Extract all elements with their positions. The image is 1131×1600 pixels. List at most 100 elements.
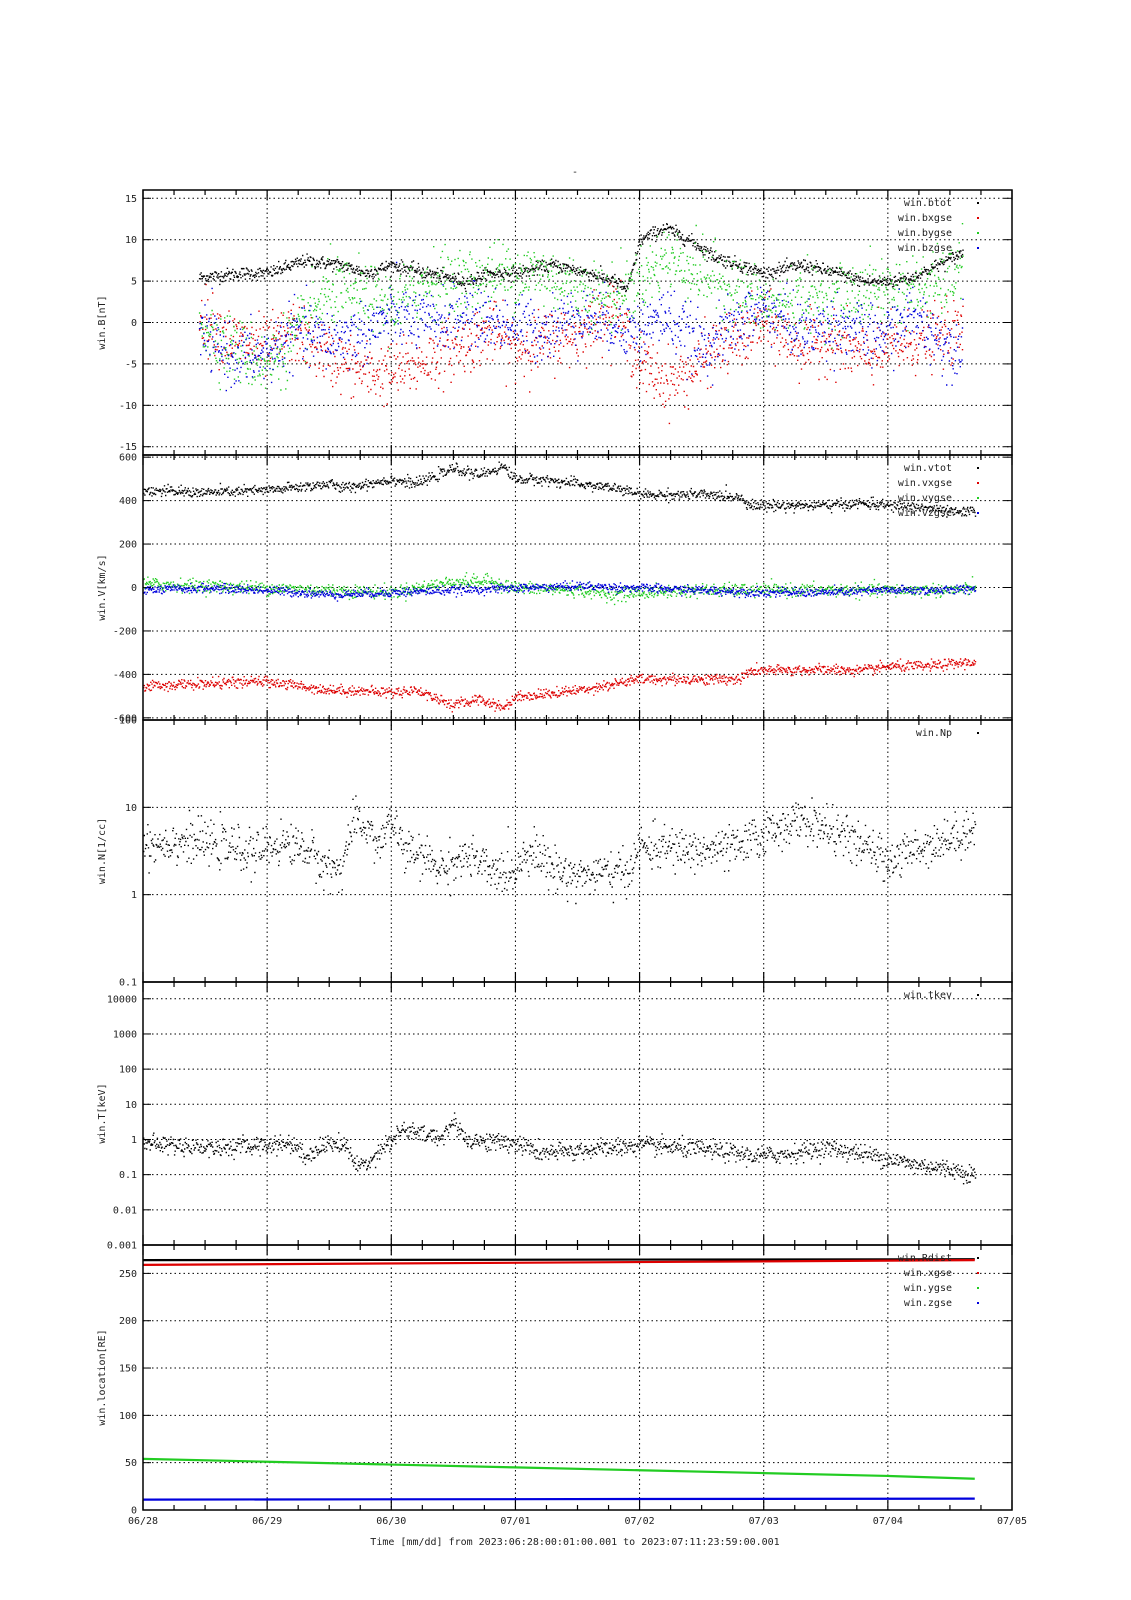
legend-label: win.vzgse: [898, 508, 952, 519]
series-points: [198, 279, 964, 425]
y-tick-label: 600: [119, 453, 137, 464]
page-title: -: [572, 167, 578, 178]
legend-marker: [977, 202, 979, 204]
y-tick-label: 50: [125, 1458, 137, 1469]
legend-marker: [977, 482, 979, 484]
y-tick-label: 0.1: [119, 978, 137, 989]
y-tick-label: 0: [131, 318, 137, 329]
panel-frame: [142, 719, 1013, 983]
series-points: [198, 261, 964, 392]
x-tick-label: 07/05: [997, 1516, 1027, 1527]
y-tick-label: -5: [125, 359, 137, 370]
x-tick-labels: 06/28 06/29 06/30 07/01 07/02 07/03 07/04 07/05: [128, 1516, 1027, 1527]
legend-marker: [977, 232, 979, 234]
legend-label: win.xgse: [904, 1268, 952, 1279]
series-line: [142, 1457, 975, 1480]
panel-4: 0.001 0.01 0.1 1 10 100 1000 10000 win.tkev win.T…: [97, 981, 1013, 1252]
y-tick-label: 10: [125, 803, 137, 814]
series-line: [142, 1259, 975, 1266]
x-tick-label: 06/29: [252, 1516, 282, 1527]
y-axis-label: win.T[keV]: [97, 1083, 108, 1143]
y-tick-label: 200: [119, 540, 137, 551]
y-tick-label: -15: [119, 442, 137, 453]
legend-label: win.btot: [904, 198, 952, 209]
y-tick-label: 5: [131, 277, 137, 288]
legend-label: win.vygse: [898, 493, 952, 504]
legend-marker: [977, 1287, 979, 1289]
legend-label: win.vxgse: [898, 478, 952, 489]
legend-label: win.vtot: [904, 463, 952, 474]
y-tick-label: 150: [119, 1364, 137, 1375]
series-points: [143, 461, 977, 518]
y-tick-label: -10: [119, 401, 137, 412]
legend-marker: [977, 512, 979, 514]
data-layer: [142, 1258, 975, 1501]
panel-3: 0.1 1 10 100 win.Np win.N[1/cc]: [97, 716, 1013, 989]
series-line: [142, 1497, 975, 1501]
y-tick-label: 10000: [107, 994, 137, 1005]
y-tick-label: 10: [125, 235, 137, 246]
y-tick-label: 100: [119, 1411, 137, 1422]
y-tick-label: 0: [131, 1506, 137, 1517]
y-tick-label: 1: [131, 890, 137, 901]
legend-marker: [977, 1302, 979, 1304]
panel-frame: [142, 1244, 1013, 1511]
legend-label: win.bzgse: [898, 243, 952, 254]
panel-5: 0 50 100 150 200 250 win.Rdist win.xgse win.ygse…: [97, 1244, 1013, 1517]
y-axis-label: win.B[nT]: [97, 295, 108, 349]
series-points: [143, 795, 977, 905]
series-win-bxgse: [198, 279, 964, 425]
x-tick-label: 06/28: [128, 1516, 158, 1527]
series-win-vtot: [143, 461, 977, 518]
data-layer: [143, 461, 977, 713]
legend-marker: [977, 247, 979, 249]
series-win-zgse: [142, 1497, 975, 1501]
series-win-bzgse: [198, 261, 964, 392]
panel-frame: [142, 981, 1013, 1246]
legend-label: win.zgse: [904, 1298, 952, 1309]
y-axis-label: win.V[km/s]: [97, 554, 108, 620]
legend-label: win.Rdist: [898, 1253, 952, 1264]
y-axis-label: win.location[RE]: [97, 1329, 108, 1425]
y-tick-label: 0.001: [107, 1241, 137, 1252]
series-win-xgse: [142, 1259, 975, 1266]
y-tick-label: 0.1: [119, 1170, 137, 1181]
legend-marker: [977, 994, 979, 996]
y-tick-label: 1000: [113, 1029, 137, 1040]
series-points: [143, 580, 977, 602]
series-win-vxgse: [143, 658, 977, 713]
y-tick-label: 100: [119, 716, 137, 727]
series-win-Np: [143, 795, 977, 905]
x-tick-label: 07/02: [625, 1516, 655, 1527]
legend-label: win.tkev: [904, 990, 952, 1001]
series-points: [198, 223, 964, 391]
legend-marker: [977, 217, 979, 219]
series-win-ygse: [142, 1457, 975, 1480]
y-axis-label: win.N[1/cc]: [97, 818, 108, 884]
legend-marker: [977, 467, 979, 469]
series-points: [143, 1112, 977, 1185]
y-tick-label: -400: [113, 670, 137, 681]
time-axis-caption: Time [mm/dd] from 2023:06:28:00:01:00.00…: [370, 1537, 779, 1548]
data-layer: [143, 1112, 977, 1185]
x-tick-label: 07/01: [500, 1516, 530, 1527]
x-tick-label: 06/30: [376, 1516, 406, 1527]
y-tick-label: -600: [113, 713, 137, 724]
series-win-vzgse: [143, 580, 977, 602]
series-win-bygse: [198, 223, 964, 391]
data-layer: [143, 795, 977, 905]
x-tick-label: 07/04: [873, 1516, 903, 1527]
legend-label: win.ygse: [904, 1283, 952, 1294]
panel-2: -600 -400 -200 0 200 400 600 win.vtot win.vxgse w…: [97, 453, 1013, 724]
y-tick-label: 1: [131, 1135, 137, 1146]
y-tick-label: 400: [119, 496, 137, 507]
y-tick-label: 10: [125, 1100, 137, 1111]
y-tick-label: 250: [119, 1269, 137, 1280]
data-layer: [198, 223, 964, 425]
legend-label: win.Np: [916, 728, 952, 739]
y-tick-label: 0.01: [113, 1205, 137, 1216]
series-line: [142, 1258, 975, 1262]
series-points: [143, 658, 977, 713]
